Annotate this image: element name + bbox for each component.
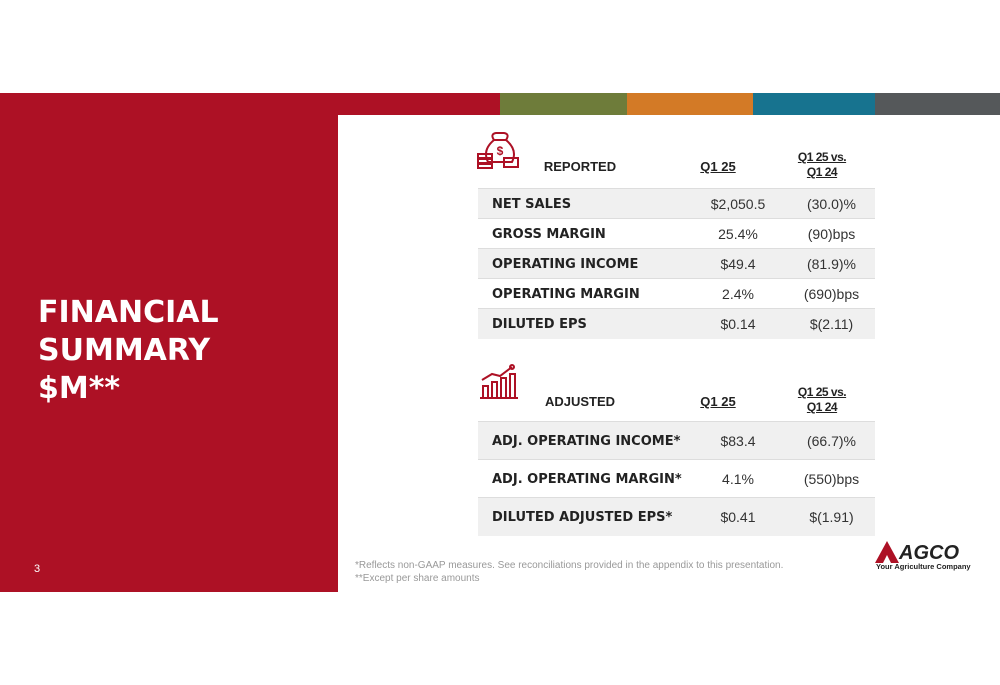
- chart-icon: [480, 364, 518, 399]
- row-label: DILUTED EPS: [492, 316, 587, 332]
- table-row: ADJ. OPERATING INCOME* $83.4 (66.7)%: [478, 421, 875, 460]
- cell-change: (81.9)%: [806, 256, 857, 272]
- footnote: *Reflects non-GAAP measures. See reconci…: [355, 560, 784, 571]
- table-row: ADJ. OPERATING MARGIN* 4.1% (550)bps: [478, 459, 875, 498]
- red-panel: [0, 93, 338, 592]
- row-label: OPERATING MARGIN: [492, 286, 640, 302]
- title-line: FINANCIAL: [38, 295, 219, 330]
- row-label: NET SALES: [492, 196, 572, 212]
- footnote: **Except per share amounts: [355, 573, 480, 584]
- cell-value: $83.4: [720, 433, 756, 449]
- table-row: NET SALES $2,050.5 (30.0)%: [478, 188, 875, 219]
- row-label: DILUTED ADJUSTED EPS*: [492, 509, 673, 525]
- cell-value: $49.4: [720, 256, 756, 272]
- table-row: DILUTED ADJUSTED EPS* $0.41 $(1.91): [478, 497, 875, 536]
- logo-name: AGCO: [898, 542, 959, 564]
- cell-change: (90)bps: [807, 226, 856, 242]
- cell-value: $0.14: [720, 316, 756, 332]
- cell-value: $0.41: [720, 509, 756, 525]
- slide-title: FINANCIAL SUMMARY $M**: [38, 294, 219, 408]
- table-row: OPERATING MARGIN 2.4% (690)bps: [478, 278, 875, 309]
- table-row: GROSS MARGIN 25.4% (90)bps: [478, 218, 875, 249]
- cell-change: (550)bps: [803, 471, 860, 487]
- cell-change: $(1.91): [809, 509, 854, 525]
- footnotes: *Reflects non-GAAP measures. See reconci…: [355, 559, 783, 585]
- row-label: ADJ. OPERATING INCOME*: [492, 433, 681, 449]
- row-label: OPERATING INCOME: [492, 256, 639, 272]
- money-icon: $: [477, 132, 519, 169]
- table-label: ADJUSTED: [544, 394, 616, 409]
- header-line: Q1 24: [806, 400, 838, 414]
- table-row: DILUTED EPS $0.14 $(2.11): [478, 308, 875, 339]
- cell-change: (690)bps: [803, 286, 860, 302]
- column-header: Q1 25 vs. Q1 24: [772, 385, 872, 415]
- cell-change: (66.7)%: [806, 433, 857, 449]
- title-line: SUMMARY: [38, 333, 211, 368]
- logo-tagline: Your Agriculture Company: [876, 562, 971, 571]
- header-line: Q1 25 vs.: [797, 150, 847, 164]
- cell-change: (30.0)%: [806, 196, 857, 212]
- table-label: REPORTED: [543, 159, 617, 174]
- green-strip: [500, 93, 627, 115]
- title-line: $M**: [38, 371, 121, 406]
- header-line: Q1 24: [806, 165, 838, 179]
- cell-value: $2,050.5: [710, 196, 766, 212]
- table-row: OPERATING INCOME $49.4 (81.9)%: [478, 248, 875, 279]
- logo: AGCO Your Agriculture Company: [875, 541, 971, 571]
- gray-strip: [875, 93, 1000, 115]
- column-header: Q1 25: [700, 159, 736, 174]
- cell-value: 25.4%: [718, 226, 758, 242]
- cell-change: $(2.11): [809, 316, 854, 332]
- row-label: ADJ. OPERATING MARGIN*: [492, 471, 682, 487]
- cell-value: 2.4%: [722, 286, 754, 302]
- orange-strip: [627, 93, 753, 115]
- column-header: Q1 25: [700, 394, 736, 409]
- row-label: GROSS MARGIN: [492, 226, 606, 242]
- svg-text:$: $: [497, 144, 504, 158]
- cell-value: 4.1%: [722, 471, 754, 487]
- page-number: 3: [34, 563, 41, 575]
- header-line: Q1 25 vs.: [797, 385, 847, 399]
- column-header: Q1 25 vs. Q1 24: [772, 150, 872, 180]
- blue-strip: [753, 93, 875, 115]
